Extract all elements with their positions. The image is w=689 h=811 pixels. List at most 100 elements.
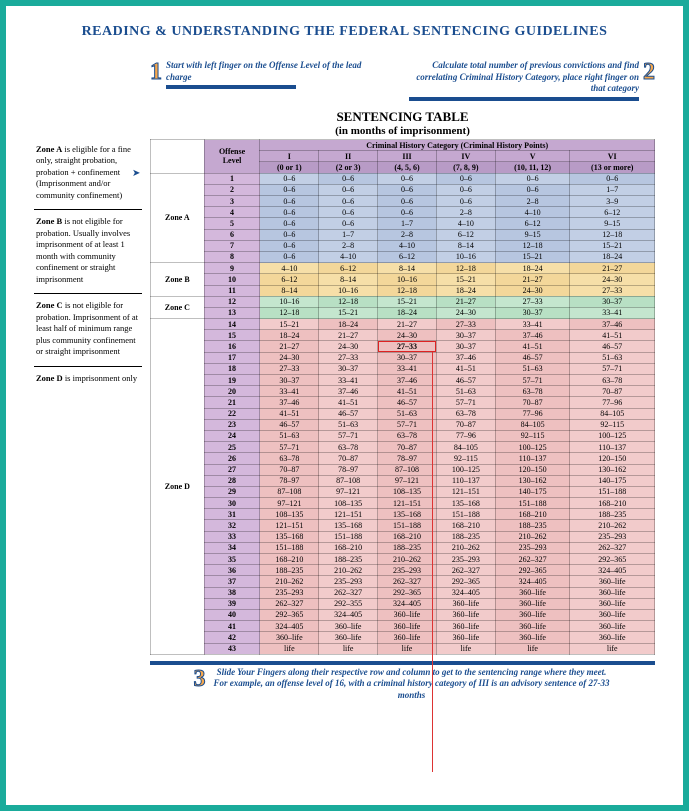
table-row: 1621–2724–3027–3330–3741–5146–57 [151,341,655,352]
table-cell: 324–405 [436,587,495,598]
table-cell: 151–188 [570,486,655,497]
table-cell: 0–6 [319,184,378,195]
table-cell: 360–life [495,621,570,632]
table-cell: 84–105 [570,408,655,419]
col-roman: III [378,151,437,162]
table-cell: 8–14 [319,274,378,285]
table-cell: 63–78 [319,442,378,453]
table-cell: 121–151 [319,509,378,520]
table-cell: 151–188 [378,520,437,531]
offense-level: 32 [204,520,260,531]
col-points: (2 or 3) [319,162,378,173]
zone-description: Zone B is not eligible for probation. Us… [34,209,142,293]
divider [150,661,655,665]
table-row: 50–60–61–74–106–129–15 [151,218,655,229]
offense-level: 29 [204,486,260,497]
table-cell: 21–27 [495,274,570,285]
table-cell: 3–9 [570,196,655,207]
offense-level: 9 [204,263,260,274]
table-row: Zone C1210–1612–1815–2121–2727–3330–37 [151,296,655,307]
table-cell: 15–21 [378,296,437,307]
table-cell: 57–71 [378,419,437,430]
table-cell: 21–27 [570,263,655,274]
table-cell: 70–87 [378,442,437,453]
table-cell: 4–10 [495,207,570,218]
offense-level: 17 [204,352,260,363]
table-cell: 57–71 [570,363,655,374]
table-cell: 110–137 [570,442,655,453]
table-row: 106–128–1410–1615–2121–2724–30 [151,274,655,285]
table-cell: 97–121 [319,486,378,497]
offense-level: 27 [204,464,260,475]
table-cell: 292–365 [495,565,570,576]
table-cell: 360–life [570,621,655,632]
table-cell: 57–71 [495,375,570,386]
table-cell: 37–46 [436,352,495,363]
table-cell: 10–16 [436,251,495,262]
table-cell: 41–51 [495,341,570,352]
callout-3-text: Slide Your Fingers along their respectiv… [212,667,612,702]
callout-2-text: Calculate total number of previous convi… [409,60,639,95]
zone-label: Zone B [151,263,205,297]
table-cell: 33–41 [378,363,437,374]
table-cell: 37–46 [319,386,378,397]
offense-level: 37 [204,576,260,587]
table-cell: 0–6 [260,240,319,251]
col-points: (13 or more) [570,162,655,173]
zone-description: Zone A is eligible for a fine only, stra… [34,138,142,209]
table-cell: 100–125 [570,430,655,441]
table-row: 35168–210188–235210–262235–293262–327292… [151,554,655,565]
table-cell: 12–18 [436,263,495,274]
table-cell: 33–41 [570,307,655,318]
table-cell: 15–21 [570,240,655,251]
table-row: 2451–6357–7163–7877–9692–115100–125 [151,430,655,441]
table-cell: 0–6 [260,207,319,218]
table-cell: 6–12 [436,229,495,240]
table-cell: 0–6 [260,173,319,184]
table-cell: 6–12 [260,274,319,285]
table-cell: 0–6 [570,173,655,184]
table-row: Zone D1415–2118–2421–2727–3333–4137–46 [151,319,655,330]
table-cell: 97–121 [378,475,437,486]
offense-level-header: OffenseLevel [204,140,260,174]
table-row: 37210–262235–293262–327292–365324–405360… [151,576,655,587]
table-cell: 108–135 [260,509,319,520]
table-cell: life [260,643,319,654]
offense-level: 11 [204,285,260,296]
table-cell: 27–33 [495,296,570,307]
table-row: 70–62–84–108–1412–1815–21 [151,240,655,251]
offense-level: 30 [204,498,260,509]
table-cell: 0–6 [319,196,378,207]
table-cell: 108–135 [378,486,437,497]
table-cell: 100–125 [436,464,495,475]
table-cell: life [436,643,495,654]
zone-label: Zone C [151,296,205,318]
table-cell: 21–27 [319,330,378,341]
table-cell: 10–16 [260,296,319,307]
table-row: 43lifelifelifelifelifelife [151,643,655,654]
table-cell: 4–10 [260,263,319,274]
table-cell: 4–10 [378,240,437,251]
table-cell: 51–63 [378,408,437,419]
table-cell: 360–life [436,598,495,609]
table-cell: 15–21 [436,274,495,285]
offense-level: 19 [204,375,260,386]
table-cell: 24–30 [570,274,655,285]
table-row: 39262–327292–355324–405360–life360–life3… [151,598,655,609]
table-row: 2033–4137–4641–5151–6363–7870–87 [151,386,655,397]
offense-level: 14 [204,319,260,330]
table-cell: 0–6 [260,196,319,207]
step-number-icon: 3 [194,667,206,691]
table-cell: 0–6 [260,184,319,195]
table-cell: 41–51 [319,397,378,408]
table-cell: 37–46 [260,397,319,408]
divider [166,85,296,89]
table-cell: 110–137 [436,475,495,486]
table-cell: 21–27 [436,296,495,307]
table-cell: 0–6 [319,218,378,229]
table-cell: 87–108 [378,464,437,475]
table-cell: 360–life [570,598,655,609]
table-cell: 24–30 [495,285,570,296]
table-row: 38235–293262–327292–365324–405360–life36… [151,587,655,598]
table-cell: 12–18 [260,307,319,318]
